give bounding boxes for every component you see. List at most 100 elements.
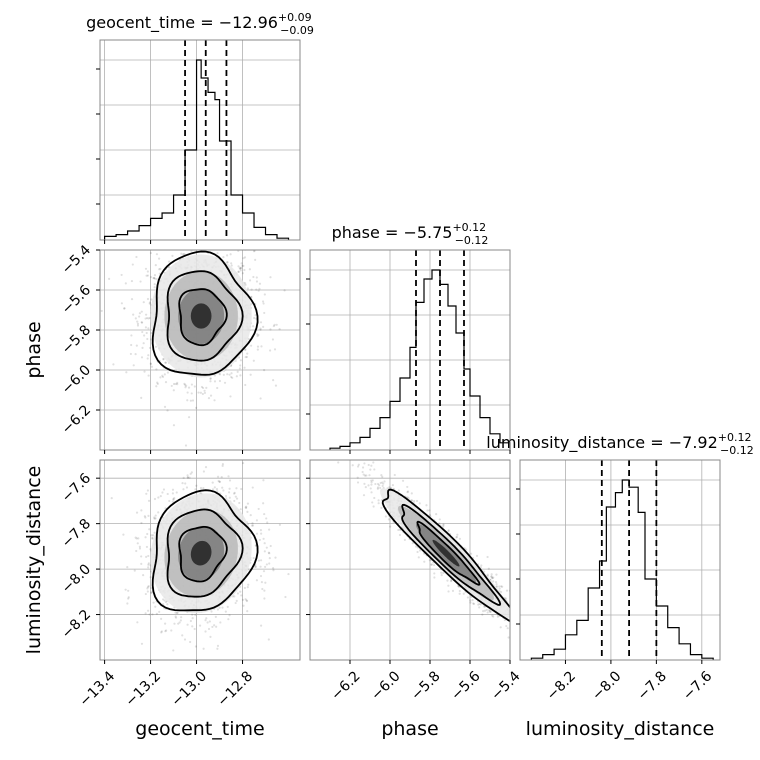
sample-point (148, 302, 151, 305)
sample-point (166, 371, 170, 374)
sample-point (477, 603, 480, 606)
sample-point (146, 587, 149, 590)
sample-point (155, 385, 158, 388)
sample-point (127, 596, 130, 599)
sample-point (272, 379, 275, 382)
sample-point (257, 333, 260, 337)
sample-point (373, 496, 376, 500)
sample-point (200, 385, 204, 389)
sample-point (194, 247, 196, 249)
sample-point (226, 261, 229, 264)
sample-point (465, 548, 468, 551)
sample-point (256, 348, 259, 351)
sample-point (170, 629, 173, 632)
sample-point (158, 257, 161, 260)
sample-point (131, 263, 134, 266)
sample-point (263, 512, 266, 516)
sample-point (486, 555, 489, 559)
sample-point (130, 334, 133, 337)
sample-point (183, 383, 187, 386)
sample-point (161, 235, 163, 237)
sample-point (262, 502, 265, 505)
sample-point (254, 565, 257, 568)
density-panel-geocent_time-phase: −6.2−6.0−5.8−5.6−5.4 (59, 235, 301, 454)
sample-point (171, 492, 174, 495)
sample-point (364, 486, 367, 489)
sample-point (170, 384, 173, 388)
sample-point (512, 617, 514, 619)
sample-point (372, 461, 375, 464)
sample-point (159, 376, 162, 379)
sample-point (524, 635, 526, 637)
y-tick-label: −7.8 (59, 516, 94, 551)
sample-point (161, 374, 164, 377)
sample-point (136, 542, 139, 545)
sample-point (256, 334, 259, 338)
sample-point (216, 475, 220, 478)
sample-point (136, 322, 140, 325)
sample-point (406, 496, 409, 499)
sample-point (486, 611, 489, 614)
sample-point (228, 496, 231, 499)
sample-point (244, 348, 247, 351)
sample-point (438, 518, 441, 521)
sample-point (149, 251, 152, 255)
sample-point (145, 274, 148, 277)
sample-point (153, 283, 156, 286)
sample-point (207, 627, 211, 631)
contour-line (166, 270, 244, 362)
sample-point (146, 357, 149, 360)
sample-point (390, 486, 393, 490)
y-tick-label: −8.2 (59, 607, 94, 642)
sample-point (361, 466, 365, 469)
sample-point (417, 556, 420, 559)
sample-point (389, 525, 392, 528)
sample-point (154, 264, 157, 267)
sample-point (165, 629, 168, 632)
sample-point (227, 491, 231, 494)
sample-point (356, 465, 360, 468)
sample-point (503, 618, 506, 622)
sample-point (515, 605, 517, 607)
sample-point (362, 473, 365, 476)
sample-point (410, 499, 414, 502)
sample-point (186, 399, 189, 402)
sample-point (249, 344, 253, 347)
sample-point (166, 603, 169, 606)
sample-point (256, 345, 260, 348)
sample-point (228, 479, 232, 482)
panel-title-geocent_time: geocent_time = −12.96+0.09 −0.09 (86, 11, 314, 37)
sample-point (514, 620, 516, 622)
sample-point (228, 373, 231, 376)
sample-point (173, 622, 176, 625)
sample-point (191, 625, 194, 628)
y-tick-label: −7.6 (59, 470, 94, 505)
sample-point (140, 509, 143, 512)
sample-point (160, 631, 163, 634)
sample-point (216, 644, 220, 648)
sample-point (488, 610, 492, 613)
sample-point (225, 244, 227, 246)
histogram-panel-geocent_time: geocent_time = −12.96+0.09 −0.09 (86, 11, 314, 244)
sample-point (147, 499, 151, 502)
panel-content (110, 461, 290, 652)
sample-point (174, 616, 178, 619)
sample-point (259, 565, 262, 568)
sample-point (245, 506, 248, 510)
contour-line (166, 508, 244, 598)
sample-point (146, 586, 150, 589)
sample-point (153, 274, 157, 277)
sample-point (157, 511, 160, 514)
sample-point (153, 276, 156, 280)
sample-point (236, 592, 240, 595)
sample-point (150, 591, 153, 594)
sample-point (243, 586, 246, 590)
sample-point (230, 264, 233, 267)
sample-point (255, 280, 259, 283)
sample-point (197, 391, 200, 394)
sample-point (127, 589, 130, 592)
sample-point (186, 476, 190, 479)
sample-point (527, 625, 529, 627)
sample-point (254, 565, 258, 568)
